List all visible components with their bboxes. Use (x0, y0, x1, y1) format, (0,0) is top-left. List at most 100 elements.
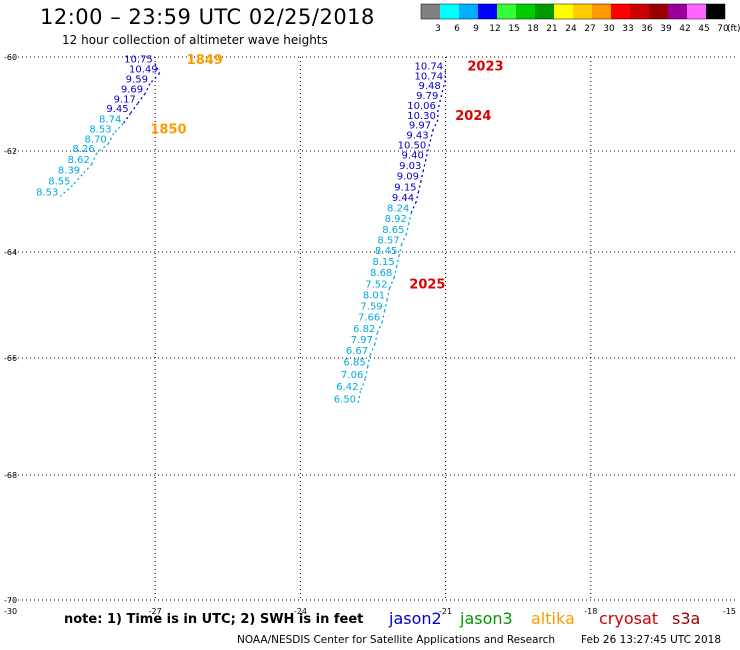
x-tick-label: -27 (149, 607, 162, 616)
colorbar-swatch (706, 4, 725, 19)
wave-height-label: 6.42 (336, 382, 358, 393)
colorbar-tick-label: 12 (489, 24, 500, 34)
x-tick-label: -15 (723, 607, 736, 616)
track-segment (369, 343, 376, 356)
colorbar-tick-label: 70 (717, 24, 729, 34)
wave-height-label: 9.79 (416, 91, 438, 102)
pass-time-label: 2023 (467, 59, 503, 74)
wave-height-label: 7.66 (358, 313, 380, 324)
wave-height-label: 8.26 (72, 144, 94, 155)
colorbar-swatch (687, 4, 706, 19)
track-segment (439, 90, 444, 101)
track-segment (149, 72, 161, 85)
track-segment (108, 133, 115, 144)
colorbar-tick-label: 24 (565, 24, 577, 34)
track-segment (81, 163, 93, 176)
track-segment (415, 191, 420, 203)
credit-text: NOAA/NESDIS Center for Satellite Applica… (237, 634, 555, 646)
track-segment (427, 139, 432, 150)
wave-height-label: 8.70 (85, 134, 107, 145)
track-segment (420, 169, 425, 181)
wave-height-label: 9.15 (394, 182, 416, 193)
satellite-legend-jason2: jason2 (389, 609, 442, 628)
colorbar-tick-label: 18 (527, 24, 539, 34)
wave-height-label: 9.48 (418, 81, 440, 92)
page-subtitle: 12 hour collection of altimeter wave hei… (62, 33, 328, 47)
track-segment (381, 310, 386, 322)
x-tick-label: -24 (294, 607, 307, 616)
wave-height-label: 8.74 (99, 115, 121, 126)
track-segment (386, 288, 391, 300)
track-segment (396, 254, 400, 267)
colorbar-swatch (497, 4, 516, 19)
satellite-legend-s3a: s3a (672, 609, 701, 628)
track-segment (442, 80, 446, 91)
wave-height-label: 10.06 (407, 101, 436, 112)
colorbar-tick-label: 6 (454, 24, 460, 34)
x-tick-label: -18 (584, 607, 597, 616)
wave-height-label: 8.39 (58, 166, 80, 177)
track-segment (417, 180, 422, 192)
track-segment (432, 119, 439, 130)
wave-height-label: 7.59 (360, 302, 382, 313)
pass-time-label: 1850 (150, 122, 186, 137)
satellite-legend-cryosat: cryosat (599, 609, 659, 628)
track-segment (405, 223, 410, 234)
wave-height-map: -60 -62 -64 -66 -68 -70 -30 -27 -24 -21 -18 -15 10.7… (4, 53, 736, 616)
colorbar-tick-label: 39 (660, 24, 672, 34)
wave-height-label: 8.92 (385, 214, 407, 225)
colorbar-swatch (554, 4, 573, 19)
track-segment (359, 378, 366, 392)
track-segment (130, 102, 139, 114)
track-segment (154, 63, 161, 74)
wave-height-label: 10.75 (124, 54, 153, 65)
x-tick-label: -21 (439, 607, 452, 616)
wave-height-label: 8.15 (373, 257, 395, 268)
track-segment (430, 129, 434, 140)
x-tick-label: -30 (4, 607, 17, 616)
colorbar-tick-label: 36 (641, 24, 653, 34)
colorbar-swatch (611, 4, 630, 19)
track-segment (91, 152, 98, 165)
wave-height-label: 8.65 (382, 225, 404, 236)
wave-height-label: 6.50 (334, 394, 356, 405)
wave-height-label: 10.50 (398, 140, 427, 151)
track-segment (410, 201, 417, 213)
wave-height-label: 7.52 (365, 279, 387, 290)
track-segment (422, 159, 427, 171)
colorbar: 3 6 9 12 15 18 21 24 27 30 33 36 39 42 45 70(ft) (420, 3, 740, 34)
track-segment (122, 112, 132, 124)
wave-height-label: 9.03 (399, 161, 421, 172)
colorbar-tick-label: 45 (698, 24, 709, 34)
wave-height-label: 7.97 (351, 335, 373, 346)
wave-height-label: 10.49 (129, 64, 158, 75)
track-segment (367, 354, 371, 367)
colorbar-tick-label: 30 (603, 24, 615, 34)
page-title: 12:00 – 23:59 UTC 02/25/2018 (40, 5, 375, 29)
pass-time-label: 1849 (187, 53, 223, 68)
track-segment (388, 276, 395, 289)
colorbar-tick-label: 33 (622, 24, 633, 34)
wave-height-label: 9.44 (392, 193, 414, 204)
wave-height-label: 6.85 (343, 358, 365, 369)
pass-time-label: 2024 (455, 109, 491, 124)
colorbar-tick-label: 42 (679, 24, 690, 34)
colorbar-swatch (649, 4, 668, 19)
wave-height-label: 8.45 (375, 246, 397, 257)
y-tick-label: -62 (4, 147, 17, 156)
y-tick-label: -64 (4, 248, 17, 257)
colorbar-swatch (668, 4, 687, 19)
y-tick-label: -60 (4, 53, 17, 62)
track-segment (113, 123, 124, 134)
track-segment (144, 83, 151, 94)
footnote: note: 1) Time is in UTC; 2) SWH is in fe… (64, 612, 364, 627)
wave-height-label: 8.57 (377, 235, 399, 246)
colorbar-swatch (459, 4, 478, 19)
wave-height-label: 10.74 (415, 71, 444, 82)
track-segment (384, 299, 388, 311)
track-segment (374, 332, 379, 345)
y-tick-label: -68 (4, 471, 17, 480)
pass-time-label: 2025 (409, 277, 445, 292)
wave-height-label: 8.24 (387, 204, 409, 215)
colorbar-swatch (516, 4, 535, 19)
